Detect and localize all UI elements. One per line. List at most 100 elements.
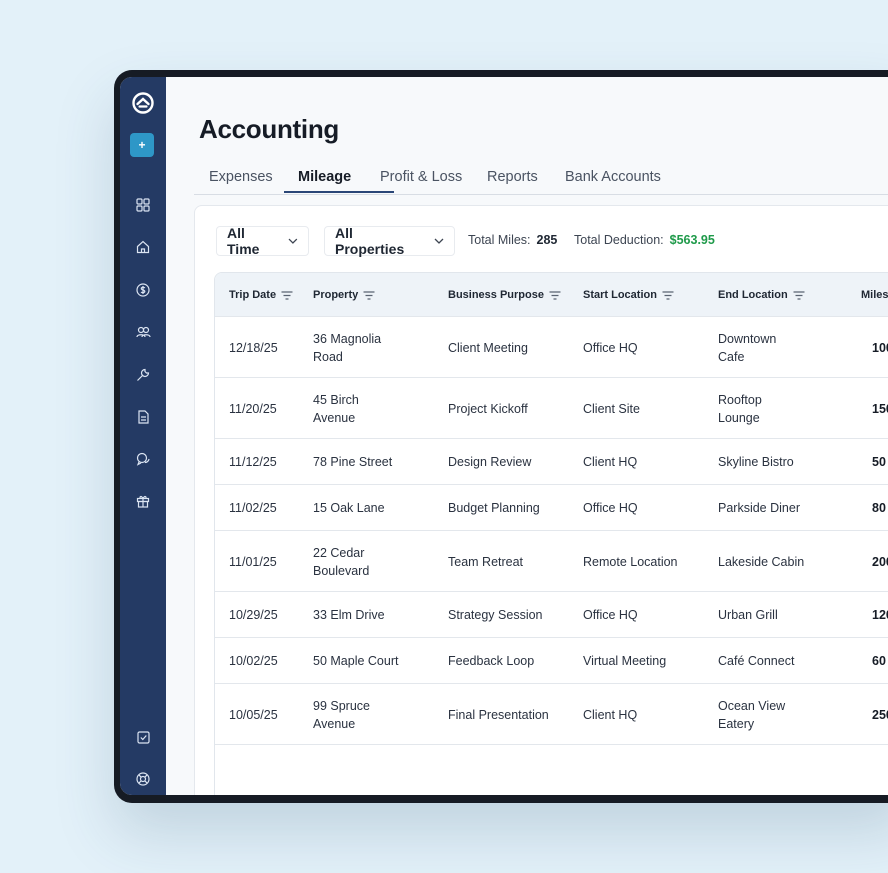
cell-property: 99 Spruce Avenue [313,697,370,733]
cell-trip-date: 11/12/25 [229,453,277,471]
cell-end-location-line: Eatery [718,716,755,731]
cell-start-location-line: Office HQ [583,608,638,622]
cell-start-location: Office HQ [583,339,638,357]
table-row[interactable]: 10/02/25 50 Maple Court Feedback Loop Virtu… [215,637,888,684]
cell-business-purpose: Design Review [448,453,531,471]
cell-end-location: Ocean View Eatery [718,697,785,733]
column-label: End Location [718,289,788,301]
column-header-miles[interactable]: Miles [861,289,888,301]
cell-trip-date-line: 10/29/25 [229,608,278,622]
tab-reports[interactable]: Reports [487,169,538,185]
cell-miles: 50 [872,453,886,471]
cell-miles: 150 [872,400,888,418]
cell-property: 78 Pine Street [313,453,392,471]
wrench-icon[interactable] [133,365,153,385]
cell-trip-date-line: 11/02/25 [229,501,277,515]
cell-miles-line: 80 [872,501,886,515]
cell-trip-date-line: 10/05/25 [229,707,278,722]
column-header-trip-date[interactable]: Trip Date [229,289,293,301]
filter-icon[interactable] [281,290,293,300]
page-title: Accounting [199,114,339,144]
table-row[interactable]: 10/29/25 33 Elm Drive Strategy Session Offi… [215,591,888,638]
column-header-start-location[interactable]: Start Location [583,289,674,301]
cell-start-location-line: Client HQ [583,455,638,469]
cell-trip-date: 12/18/25 [229,339,278,357]
dashboard-icon[interactable] [133,195,153,215]
active-tab-indicator [284,191,394,193]
table-row[interactable]: 12/18/25 36 Magnolia Road Client Meeting Off… [215,316,888,378]
tab-expenses[interactable]: Expenses [209,169,273,185]
add-icon: + [138,138,146,152]
cell-business-purpose-line: Budget Planning [448,501,540,515]
table-row[interactable]: 11/20/25 45 Birch Avenue Project Kickoff Cli… [215,377,888,439]
total-deduction-value: $563.95 [669,233,715,247]
filter-icon[interactable] [549,290,561,300]
cell-property: 33 Elm Drive [313,606,385,624]
column-label: Trip Date [229,289,277,301]
cell-trip-date-line: 11/12/25 [229,455,277,469]
time-filter-dropdown[interactable]: All Time [216,225,309,257]
document-icon[interactable] [133,407,153,427]
cell-property-line: Avenue [313,410,356,425]
cell-trip-date: 11/01/25 [229,553,277,571]
cell-end-location: Café Connect [718,652,794,670]
column-header-business-purpose[interactable]: Business Purpose [448,289,561,301]
cell-miles-line: 50 [872,455,886,469]
filter-icon[interactable] [793,290,805,300]
main-content: Accounting Expenses Mileage Profit & Los… [166,77,888,795]
cell-end-location: Skyline Bistro [718,453,794,471]
cell-start-location: Client HQ [583,453,637,471]
table-row[interactable]: 11/02/25 15 Oak Lane Budget Planning Office… [215,484,888,531]
cell-trip-date: 10/05/25 [229,706,278,724]
app-window: + [120,77,888,795]
chat-icon[interactable] [133,449,153,469]
tab-profit-loss[interactable]: Profit & Loss [380,169,463,185]
cell-start-location: Remote Location [583,553,678,571]
cell-property-line: Avenue [313,716,356,731]
add-button[interactable]: + [130,133,154,157]
cell-end-location-line: Lounge [718,410,760,425]
cell-start-location-line: Virtual Meeting [583,654,667,668]
tab-bar: Expenses Mileage Profit & Loss Reports B… [194,165,888,195]
cell-end-location-line: Skyline Bistro [718,455,794,469]
cell-miles-line: 100 [872,340,888,355]
cell-end-location-line: Café Connect [718,654,795,668]
table-row[interactable]: 11/12/25 78 Pine Street Design Review Clien… [215,438,888,485]
properties-filter-dropdown[interactable]: All Properties [324,225,455,257]
gift-icon[interactable] [133,491,153,511]
cell-miles-line: 150 [872,401,888,416]
cell-start-location-line: Office HQ [583,501,638,515]
table-row[interactable]: 10/05/25 99 Spruce Avenue Final Presentatio… [215,683,888,745]
cell-business-purpose: Final Presentation [448,706,549,724]
home-icon[interactable] [133,237,153,257]
column-header-property[interactable]: Property [313,289,375,301]
cell-trip-date: 10/29/25 [229,606,278,624]
support-icon[interactable] [133,769,153,789]
filter-icon[interactable] [363,290,375,300]
tab-bank-accounts[interactable]: Bank Accounts [565,169,661,185]
dollar-icon[interactable] [133,280,153,300]
cell-trip-date-line: 11/01/25 [229,554,277,569]
cell-business-purpose-line: Design Review [448,455,532,469]
cell-trip-date: 11/02/25 [229,499,277,517]
cell-start-location: Client HQ [583,706,637,724]
filter-icon[interactable] [662,290,674,300]
cell-end-location-line: Urban Grill [718,608,778,622]
users-icon[interactable] [133,322,153,342]
logo-icon[interactable] [131,91,155,115]
table-row[interactable]: 11/01/25 22 Cedar Boulevard Team Retreat Rem… [215,530,888,592]
chevron-down-icon [434,238,444,244]
cell-end-location-line: Rooftop [718,392,762,407]
cell-business-purpose: Budget Planning [448,499,540,517]
cell-property-line: Boulevard [313,563,370,578]
cell-start-location-line: Client Site [583,401,640,416]
tab-mileage[interactable]: Mileage [298,169,352,185]
checklist-icon[interactable] [133,727,153,747]
cell-property-line: 15 Oak Lane [313,501,385,515]
cell-property: 45 Birch Avenue [313,391,359,427]
cell-start-location-line: Office HQ [583,340,638,355]
column-header-end-location[interactable]: End Location [718,289,805,301]
cell-business-purpose: Client Meeting [448,339,528,357]
cell-property-line: 50 Maple Court [313,654,399,668]
cell-business-purpose: Project Kickoff [448,400,528,418]
